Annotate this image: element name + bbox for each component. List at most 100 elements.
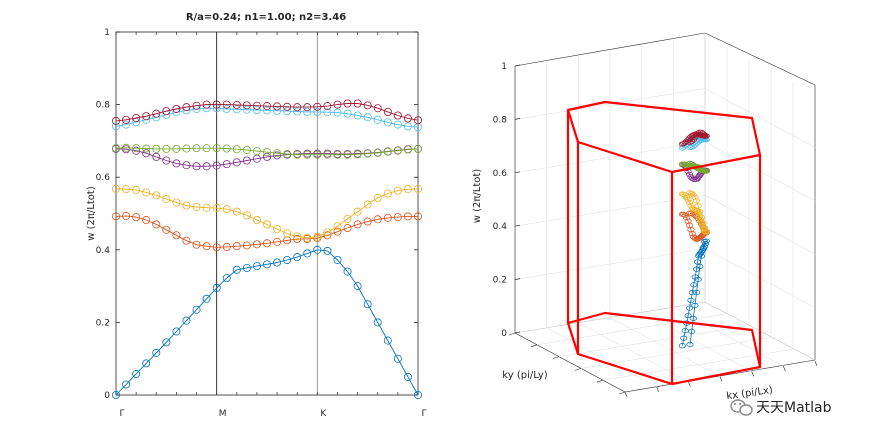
series-3d-band-7 bbox=[678, 129, 710, 147]
data-point bbox=[363, 149, 372, 158]
data-point bbox=[262, 239, 271, 248]
data-point bbox=[283, 107, 292, 116]
data-point bbox=[192, 202, 201, 211]
data-point bbox=[283, 102, 292, 111]
data-point bbox=[262, 152, 271, 161]
data-point bbox=[293, 107, 302, 116]
data-point bbox=[694, 276, 702, 283]
data-point bbox=[303, 150, 312, 159]
data-point bbox=[112, 116, 121, 125]
data-point bbox=[142, 144, 151, 153]
data-point bbox=[373, 148, 382, 157]
data-point bbox=[688, 190, 696, 196]
data-point bbox=[273, 237, 282, 246]
data-point bbox=[393, 354, 402, 363]
data-point bbox=[696, 209, 704, 215]
data-point bbox=[686, 210, 694, 216]
data-point bbox=[142, 216, 151, 225]
data-point bbox=[283, 255, 292, 264]
data-point bbox=[701, 239, 709, 245]
data-point bbox=[393, 120, 402, 129]
z-tick-mark bbox=[514, 278, 521, 280]
data-point bbox=[323, 150, 332, 159]
floor-tick bbox=[783, 366, 786, 372]
data-point bbox=[383, 107, 392, 116]
data-point bbox=[353, 111, 362, 120]
band-series bbox=[112, 99, 422, 399]
data-point bbox=[333, 222, 342, 231]
data-point bbox=[313, 245, 322, 254]
x-tick-label: Γ bbox=[421, 409, 426, 419]
data-point bbox=[333, 100, 342, 109]
data-point bbox=[202, 144, 211, 153]
data-point bbox=[252, 240, 261, 249]
data-point bbox=[132, 213, 141, 222]
data-point bbox=[691, 302, 699, 309]
data-point bbox=[162, 156, 171, 165]
data-point bbox=[232, 242, 241, 251]
data-point bbox=[122, 380, 131, 389]
data-point bbox=[403, 185, 412, 194]
data-point bbox=[162, 194, 171, 203]
data-point bbox=[273, 258, 282, 267]
series-3d-band-1 bbox=[678, 238, 710, 349]
y-tick-label: 0.4 bbox=[96, 246, 111, 256]
data-point bbox=[353, 220, 362, 229]
floor-tick bbox=[508, 332, 516, 336]
data-point bbox=[413, 144, 422, 153]
data-point bbox=[313, 232, 322, 241]
data-point bbox=[152, 191, 161, 200]
data-point bbox=[212, 283, 221, 292]
data-point bbox=[393, 111, 402, 120]
data-point bbox=[323, 228, 332, 237]
data-point bbox=[172, 231, 181, 240]
data-point bbox=[172, 104, 181, 113]
y-tick-label: 0.8 bbox=[96, 101, 111, 111]
z-tick-mark bbox=[514, 224, 521, 227]
data-point bbox=[273, 149, 282, 158]
floor-ticks bbox=[508, 332, 818, 398]
data-point bbox=[693, 289, 701, 296]
floor-tick bbox=[530, 344, 538, 348]
data-point bbox=[122, 143, 131, 152]
data-point bbox=[222, 242, 231, 251]
data-point bbox=[142, 149, 151, 158]
data-point bbox=[686, 139, 694, 145]
data-point bbox=[212, 204, 221, 213]
data-point bbox=[222, 104, 231, 113]
data-point bbox=[383, 213, 392, 222]
data-point bbox=[353, 207, 362, 216]
ky-axis-label: ky (pi/Ly) bbox=[502, 370, 547, 381]
data-point bbox=[242, 241, 251, 250]
data-point bbox=[122, 212, 131, 221]
data-point bbox=[678, 343, 686, 349]
data-point bbox=[262, 260, 271, 269]
series-3d-band-3 bbox=[678, 190, 710, 235]
data-point bbox=[699, 245, 707, 251]
prism-top-face bbox=[566, 100, 762, 174]
data-point bbox=[132, 146, 141, 155]
data-point bbox=[283, 149, 292, 158]
data-point bbox=[699, 220, 707, 226]
z-tick-mark bbox=[514, 118, 521, 120]
data-point bbox=[363, 300, 372, 309]
z-tick-mark bbox=[514, 64, 521, 67]
data-point bbox=[132, 369, 141, 378]
data-point bbox=[252, 101, 261, 110]
data-point bbox=[242, 145, 251, 154]
data-point bbox=[688, 231, 696, 237]
data-point bbox=[202, 294, 211, 303]
data-point bbox=[697, 253, 706, 259]
data-point bbox=[202, 100, 211, 109]
data-point bbox=[273, 151, 282, 160]
data-point bbox=[262, 220, 271, 229]
data-point bbox=[343, 150, 352, 159]
data-point bbox=[688, 328, 696, 335]
data-point bbox=[232, 100, 241, 109]
floor-tick bbox=[574, 368, 582, 371]
data-point bbox=[683, 215, 691, 221]
data-point bbox=[413, 212, 422, 221]
data-point bbox=[252, 216, 261, 225]
grid-line bbox=[536, 313, 728, 346]
grid-line bbox=[673, 306, 784, 367]
